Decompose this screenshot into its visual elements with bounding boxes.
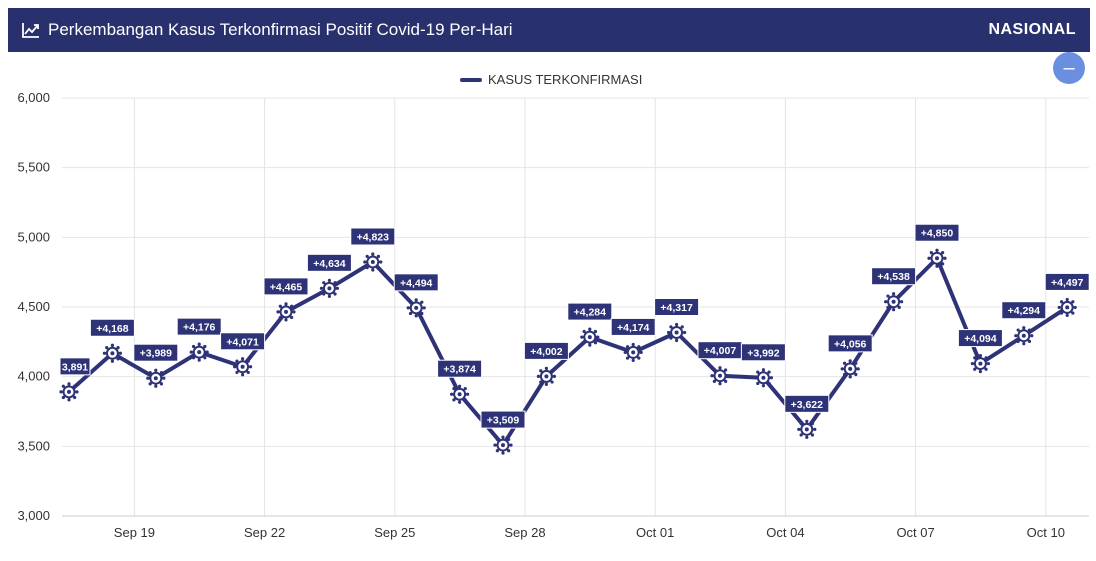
data-label: +4,494 [400,277,433,289]
y-tick-label: 5,000 [17,229,50,244]
data-point-marker [797,419,817,439]
data-label: +4,317 [660,302,693,314]
data-point-marker [840,359,860,379]
data-label-box [350,227,396,246]
data-label-box [827,334,873,353]
data-point-marker [536,366,556,386]
data-label: +3,622 [791,399,824,411]
data-point-marker [59,382,79,402]
line-chart: 3,000 3,500 4,000 4,500 5,000 5,500 6,000 Sep 1… [17,90,1090,540]
data-label: +3,874 [443,364,476,376]
data-label-box [740,343,786,362]
data-label-box [437,359,483,378]
data-label: +4,176 [183,322,216,334]
y-tick-label: 3,000 [17,508,50,523]
page-title: Perkembangan Kasus Terkonfirmasi Positif… [48,20,513,39]
y-tick-label: 6,000 [17,90,50,105]
data-point-marker [1014,326,1034,346]
data-label: +4,174 [617,322,650,334]
data-point-marker [146,368,166,388]
data-point-marker [1057,297,1077,318]
data-point-marker [450,384,470,404]
data-label: +4,823 [357,231,390,243]
data-label: 3,891 [62,361,88,373]
data-label-box [784,394,830,413]
data-label: +4,071 [226,336,259,348]
data-label-box [480,410,526,429]
data-label: +4,634 [313,258,346,270]
header-left: Perkembangan Kasus Terkonfirmasi Positif… [22,20,513,40]
data-point-marker [102,343,122,363]
data-label: +4,538 [877,271,910,283]
data-label-box [610,317,656,336]
data-point-marker [623,342,643,363]
x-tick-label: Sep 25 [374,525,415,540]
data-point-marker [276,302,296,322]
data-label: +4,284 [574,307,607,319]
data-label: +3,989 [140,348,173,360]
data-point-marker [233,357,253,377]
data-point-marker [319,278,339,298]
data-point-marker [927,248,947,268]
data-point-marker [667,322,687,343]
x-tick-label: Oct 04 [766,525,804,540]
x-tick-label: Sep 22 [244,525,285,540]
x-tick-label: Oct 10 [1027,525,1065,540]
data-label: +4,294 [1008,305,1041,317]
data-label-box [1044,272,1090,291]
x-tick-label: Sep 28 [504,525,545,540]
data-point-marker [884,292,904,312]
data-label: +3,509 [487,415,520,427]
data-label: +4,168 [96,323,129,335]
data-point-marker [753,368,773,388]
legend[interactable]: KASUS TERKONFIRMASI [460,72,642,87]
data-label-box [59,357,91,376]
x-tick-label: Oct 07 [896,525,934,540]
scope-label[interactable]: NASIONAL [988,21,1076,38]
data-label: +4,094 [964,333,997,345]
data-label-box [654,297,700,316]
x-tick-label: Sep 19 [114,525,155,540]
data-label-box [957,329,1003,348]
x-tick-label: Oct 01 [636,525,674,540]
data-label-box [220,332,266,351]
line-chart-icon [22,23,39,38]
data-label: +4,002 [530,346,563,358]
data-point-marker [363,252,383,272]
chart-area: KASUS TERKONFIRMASI 3,000 3,500 4,000 4,500… [0,52,1096,556]
data-label-box [871,267,917,286]
data-label-box [176,317,222,336]
data-label: +4,497 [1051,277,1084,289]
data-label-box [306,253,352,272]
data-label-box [393,273,439,292]
data-label-box [263,277,309,296]
data-point-marker [493,435,513,455]
data-label: +4,056 [834,338,867,350]
data-label: +3,992 [747,347,780,359]
zoom-out-button[interactable]: – [1053,52,1085,84]
y-tick-label: 4,500 [17,299,50,314]
data-label: +4,465 [270,281,303,293]
data-label-box [1001,301,1047,320]
chart-header: Perkembangan Kasus Terkonfirmasi Positif… [8,8,1090,52]
data-label-box [567,302,613,321]
data-label-box [523,341,569,360]
data-point-marker [189,342,209,362]
data-point-marker [710,366,730,386]
y-tick-label: 4,000 [17,369,50,384]
data-label: +4,007 [704,345,737,357]
data-label-box [133,343,179,362]
data-point-marker [970,353,990,374]
legend-swatch [460,77,482,82]
y-tick-label: 3,500 [17,438,50,453]
minus-icon: – [1063,57,1075,79]
data-point-marker [580,327,600,347]
data-label-box [89,318,135,337]
data-point-marker [406,298,426,318]
data-label-box [914,223,960,242]
data-label: +4,850 [921,228,954,240]
legend-label: KASUS TERKONFIRMASI [488,72,643,87]
y-tick-label: 5,500 [17,160,50,175]
